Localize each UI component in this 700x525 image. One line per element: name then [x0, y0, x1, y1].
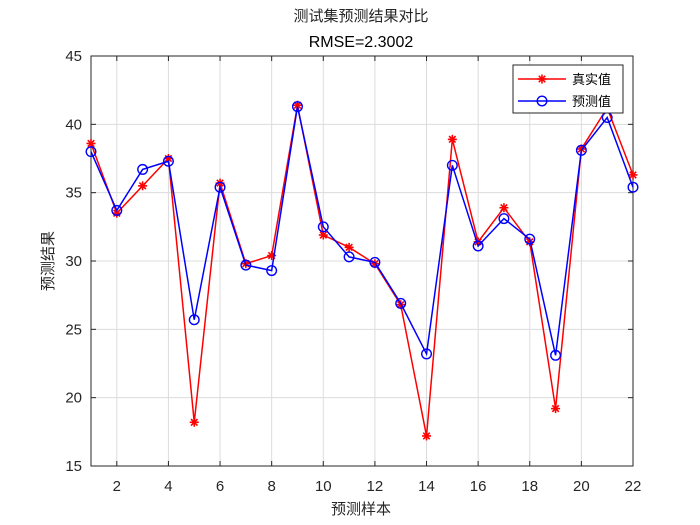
predicted-data-point: [627, 181, 639, 193]
actual-data-point: [344, 242, 354, 252]
predicted-data-point: [498, 213, 510, 225]
x-tick-label: 20: [573, 478, 590, 495]
predicted-data-point: [421, 348, 433, 360]
predicted-data-point: [111, 204, 123, 216]
predicted-data-point: [472, 240, 484, 252]
actual-data-point: [422, 431, 432, 441]
predicted-data-point: [266, 265, 278, 277]
x-axis-label: 预测样本: [331, 500, 391, 518]
actual-series-line: [90, 105, 634, 437]
predicted-data-point: [240, 259, 252, 271]
actual-data-point: [551, 404, 561, 414]
predicted-data-point: [343, 251, 355, 263]
actual-data-point: [628, 170, 638, 180]
predicted-data-point: [550, 349, 562, 361]
y-tick-label: 15: [65, 458, 82, 475]
predicted-data-point: [369, 256, 381, 268]
grid: [91, 55, 634, 467]
actual-data-point: [318, 230, 328, 240]
actual-data-point: [138, 181, 148, 191]
legend: 真实值 预测值: [512, 64, 624, 114]
x-tick-label: 2: [113, 478, 121, 495]
y-tick-label: 45: [65, 48, 82, 65]
series-actual: [86, 100, 638, 441]
predicted-data-point: [395, 297, 407, 309]
predicted-data-point: [524, 233, 536, 245]
predicted-data-point: [137, 163, 149, 175]
y-tick-label: 35: [65, 185, 82, 202]
tick-labels: 2 4 6 8 10 12 14 16 18 20 22 15 20 25 30 35 40 45: [65, 48, 641, 495]
legend-marker-asterisk: [537, 74, 547, 84]
actual-data-point: [189, 417, 199, 427]
actual-data-point: [447, 134, 457, 144]
x-tick-label: 18: [521, 478, 538, 495]
chart-title: 测试集预测结果对比: [293, 7, 428, 25]
axes: [90, 55, 634, 467]
y-tick-label: 25: [65, 321, 82, 338]
predicted-data-point: [214, 181, 226, 193]
series-group: [85, 100, 639, 441]
x-tick-label: 6: [216, 478, 224, 495]
x-tick-label: 10: [315, 478, 332, 495]
x-tick-label: 4: [164, 478, 172, 495]
legend-box: [512, 64, 624, 114]
x-tick-label: 8: [267, 478, 275, 495]
predicted-series-line: [90, 106, 634, 357]
y-axis-label: 预测结果: [39, 231, 57, 291]
predicted-data-point: [575, 144, 587, 156]
x-tick-label: 14: [418, 478, 435, 495]
y-tick-label: 30: [65, 253, 82, 270]
y-tick-label: 20: [65, 390, 82, 407]
series-predicted: [85, 101, 639, 361]
y-tick-label: 40: [65, 116, 82, 133]
predicted-data-point: [188, 314, 200, 326]
legend-marker-circle: [536, 95, 548, 107]
legend-label-actual: 真实值: [572, 72, 611, 88]
x-tick-label: 12: [367, 478, 384, 495]
predicted-data-point: [85, 146, 97, 158]
legend-label-predicted: 预测值: [572, 94, 611, 110]
predicted-data-point: [291, 101, 303, 113]
actual-data-point: [499, 203, 509, 213]
predicted-data-point: [317, 221, 329, 233]
predicted-data-point: [446, 159, 458, 171]
x-tick-label: 22: [625, 478, 642, 495]
predicted-data-point: [162, 155, 174, 167]
chart-subtitle: RMSE=2.3002: [309, 34, 414, 51]
x-tick-label: 16: [470, 478, 487, 495]
